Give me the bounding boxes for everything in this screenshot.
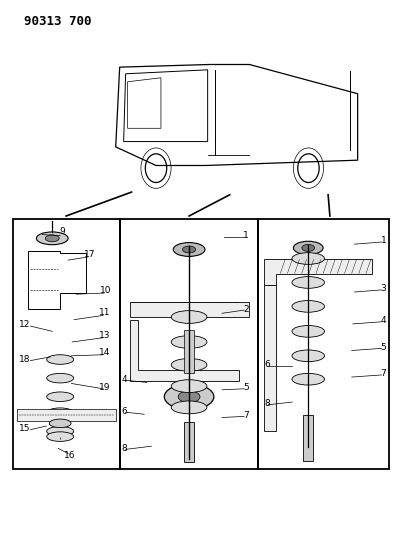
Text: 15: 15 — [19, 424, 30, 433]
Polygon shape — [130, 320, 239, 381]
Text: 10: 10 — [100, 286, 111, 295]
Text: 5: 5 — [243, 383, 249, 392]
Ellipse shape — [183, 246, 196, 253]
Polygon shape — [264, 259, 371, 285]
Bar — [258, 219, 389, 469]
Text: 11: 11 — [99, 308, 110, 317]
Text: 18: 18 — [19, 355, 30, 364]
Text: 17: 17 — [84, 250, 96, 259]
Polygon shape — [264, 285, 276, 431]
Ellipse shape — [47, 426, 74, 436]
Ellipse shape — [171, 359, 207, 371]
Text: 19: 19 — [99, 383, 110, 392]
Text: 13: 13 — [99, 331, 110, 340]
Text: 3: 3 — [380, 284, 386, 293]
Ellipse shape — [292, 326, 324, 337]
Ellipse shape — [47, 408, 74, 417]
Ellipse shape — [292, 277, 324, 288]
Ellipse shape — [36, 232, 68, 245]
Bar — [303, 415, 313, 461]
Bar — [17, 409, 116, 421]
Text: 7: 7 — [380, 369, 386, 378]
Ellipse shape — [49, 419, 71, 427]
Text: 5: 5 — [380, 343, 386, 352]
Ellipse shape — [47, 432, 74, 441]
Text: 9: 9 — [59, 228, 65, 237]
Text: 2: 2 — [243, 304, 249, 313]
Text: 6: 6 — [264, 360, 270, 369]
Ellipse shape — [47, 355, 74, 365]
Text: 4: 4 — [380, 316, 386, 325]
Bar — [120, 219, 258, 469]
Ellipse shape — [292, 301, 324, 312]
Ellipse shape — [178, 391, 200, 402]
Ellipse shape — [302, 245, 314, 252]
Bar — [184, 330, 194, 373]
Text: 4: 4 — [122, 375, 127, 384]
Ellipse shape — [171, 311, 207, 324]
Text: 16: 16 — [64, 451, 76, 460]
Ellipse shape — [292, 350, 324, 362]
Text: 8: 8 — [121, 444, 127, 453]
Bar — [13, 219, 120, 469]
Ellipse shape — [171, 379, 207, 392]
Ellipse shape — [293, 241, 323, 255]
Text: 7: 7 — [243, 411, 249, 420]
Ellipse shape — [173, 243, 205, 256]
Text: 6: 6 — [121, 407, 127, 416]
Ellipse shape — [47, 392, 74, 401]
Ellipse shape — [292, 373, 324, 385]
Text: 8: 8 — [264, 399, 270, 408]
Ellipse shape — [45, 235, 59, 242]
Bar — [130, 302, 249, 317]
Ellipse shape — [171, 336, 207, 349]
Text: 90313 700: 90313 700 — [25, 14, 92, 28]
Ellipse shape — [292, 253, 324, 264]
Bar — [184, 422, 194, 462]
Ellipse shape — [47, 373, 74, 383]
Text: 12: 12 — [19, 320, 30, 329]
Text: 1: 1 — [380, 237, 386, 246]
Ellipse shape — [164, 384, 214, 409]
Text: 1: 1 — [243, 231, 249, 240]
Text: 14: 14 — [99, 348, 110, 357]
Ellipse shape — [171, 401, 207, 414]
